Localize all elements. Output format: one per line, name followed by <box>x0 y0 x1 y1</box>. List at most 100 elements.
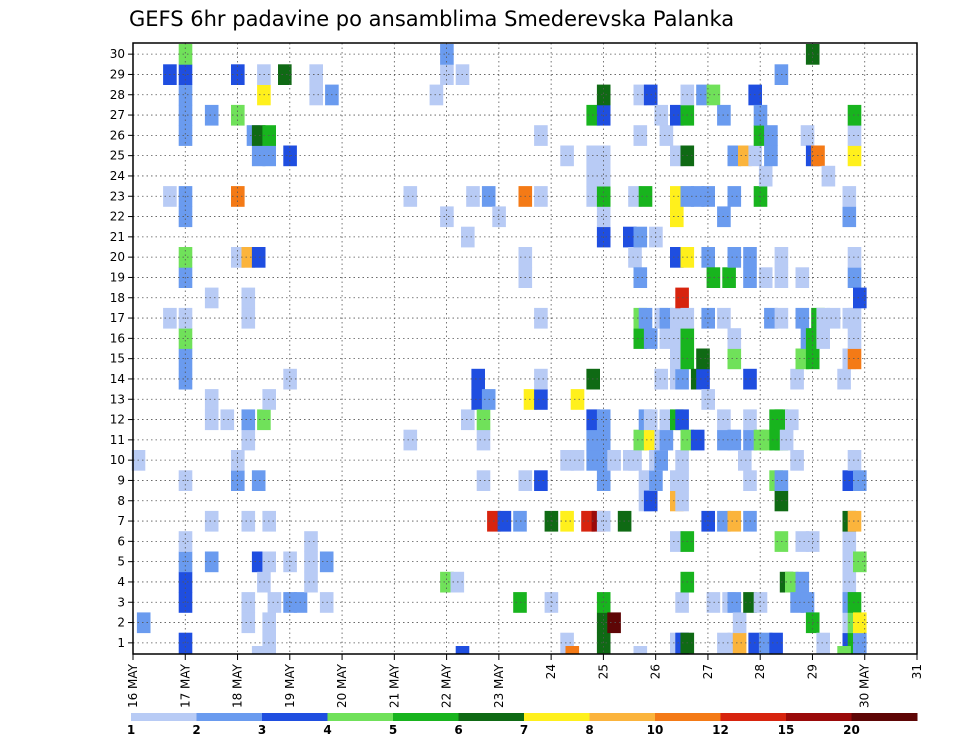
heatmap-cell <box>628 247 642 268</box>
heatmap-cell <box>283 368 297 390</box>
heatmap-cell <box>251 551 266 573</box>
heatmap-cell <box>560 510 574 532</box>
heatmap-cell <box>403 429 418 451</box>
heatmap-cell <box>654 368 668 390</box>
colorbar-label: 4 <box>323 723 331 737</box>
heatmap-cell <box>633 267 648 288</box>
heatmap-cell <box>816 328 830 349</box>
heatmap-cell <box>534 125 548 146</box>
heatmap-cell <box>267 592 282 613</box>
heatmap-cell <box>727 328 742 349</box>
heatmap-cell <box>785 571 799 593</box>
y-axis: 1234567891011121314151617181920212223242… <box>110 47 133 650</box>
heatmap-cell <box>241 592 256 613</box>
heatmap-cell <box>837 646 851 654</box>
x-tick-label: 24 <box>544 664 558 679</box>
heatmap-cell <box>670 247 684 268</box>
heatmap-cell <box>534 307 548 329</box>
heatmap-cell <box>220 409 235 431</box>
heatmap-cell <box>800 592 815 613</box>
heatmap-cell <box>251 125 266 146</box>
heatmap-cell <box>178 571 193 593</box>
colorbar-swatch <box>458 713 525 721</box>
heatmap-cell <box>204 551 219 573</box>
heatmap-cell <box>204 287 219 309</box>
y-tick-label: 30 <box>110 47 125 61</box>
x-tick-label: 18 MAY <box>231 663 245 708</box>
heatmap-cell <box>670 531 684 552</box>
y-tick-label: 25 <box>110 149 125 163</box>
heatmap-cell <box>178 632 193 654</box>
heatmap-cell <box>795 531 810 552</box>
heatmap-cell <box>241 510 256 532</box>
heatmap-cell <box>204 104 219 126</box>
colorbar-swatch <box>524 713 590 721</box>
heatmap-cell <box>727 247 742 268</box>
heatmap-cell <box>727 429 742 451</box>
heatmap-cell <box>638 186 653 207</box>
x-tick-label: 26 <box>649 664 663 679</box>
x-tick-label: 28 <box>753 664 767 679</box>
heatmap-cell <box>732 632 747 654</box>
colorbar-swatch <box>131 713 197 721</box>
heatmap-cell <box>853 612 867 634</box>
heatmap-cell <box>795 348 810 370</box>
x-axis: 16 MAY 17 MAY 18 MAY 19 MAY 20 MAY 21 MAY 22 M… <box>126 654 924 708</box>
heatmap-cell <box>816 632 830 654</box>
y-tick-label: 29 <box>110 67 125 81</box>
heatmap-cell <box>623 226 637 248</box>
colorbar-label: 5 <box>389 723 397 737</box>
heatmap-cell <box>570 389 585 410</box>
heatmap-cell <box>638 307 653 329</box>
heatmap-cell <box>732 612 747 634</box>
heatmap-cell <box>178 247 193 268</box>
heatmap-cell <box>570 450 585 471</box>
x-tick-label: 27 <box>701 664 715 679</box>
heatmap-cell <box>826 307 841 329</box>
heatmap-cell <box>440 44 454 65</box>
heatmap-cell <box>659 125 674 146</box>
y-tick-label: 15 <box>110 352 125 366</box>
heatmap-cell <box>701 247 715 268</box>
colorbar-label: 10 <box>647 723 664 737</box>
heatmap-cell <box>670 145 684 167</box>
x-tick-label: 16 MAY <box>126 663 140 708</box>
heatmap-cell <box>753 125 768 146</box>
heatmap-cell <box>204 389 219 410</box>
heatmap-cell <box>178 84 193 106</box>
heatmap-cell <box>790 592 804 613</box>
y-tick-label: 11 <box>110 433 125 447</box>
heatmap-cell <box>492 206 506 228</box>
y-tick-label: 2 <box>117 616 125 630</box>
x-tick-label: 25 <box>596 664 610 679</box>
heatmap-cell <box>204 409 219 431</box>
x-tick-label: 22 MAY <box>440 663 454 708</box>
heatmap-cell <box>628 450 642 471</box>
heatmap-cell <box>241 307 256 329</box>
colorbar-label: 8 <box>585 723 593 737</box>
y-tick-label: 20 <box>110 250 125 264</box>
heatmap-cell <box>534 186 548 207</box>
heatmap-cell <box>455 646 470 654</box>
heatmap-cell <box>471 389 485 410</box>
heatmap-cell <box>654 450 668 471</box>
heatmap-cell <box>690 429 705 451</box>
colorbar-swatch <box>720 713 787 721</box>
colorbar-label: 6 <box>454 723 462 737</box>
heatmap-cell <box>596 450 611 471</box>
heatmap-cell <box>769 632 783 654</box>
colorbar-swatch <box>851 713 918 721</box>
y-tick-label: 7 <box>117 514 125 528</box>
heatmap-cells <box>131 44 867 654</box>
x-tick-label: 31 <box>910 664 924 679</box>
heatmap-cell <box>696 84 710 106</box>
colorbar-swatch <box>655 713 721 721</box>
heatmap-cell <box>534 389 548 410</box>
heatmap-cell <box>795 267 810 288</box>
heatmap-cell <box>403 186 418 207</box>
heatmap-cell <box>727 592 742 613</box>
grid-lines <box>133 43 917 654</box>
colorbar-label: 15 <box>778 723 795 737</box>
y-tick-label: 3 <box>117 595 125 609</box>
heatmap-cell <box>596 165 611 187</box>
